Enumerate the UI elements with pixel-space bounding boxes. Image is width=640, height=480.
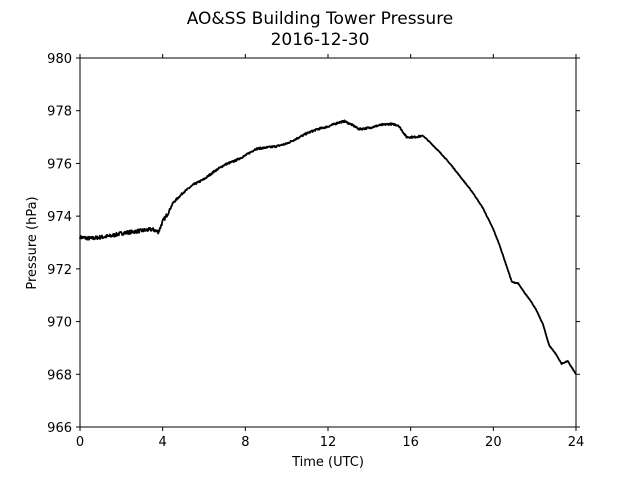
x-tick-label: 4 — [159, 435, 167, 450]
x-tick-label: 0 — [76, 435, 84, 450]
y-tick-label: 966 — [47, 421, 72, 436]
plot-frame — [79, 57, 577, 428]
plot-area: 0 4 8 12 16 20 24 966 968 970 972 974 976 978 980 — [47, 52, 584, 450]
x-tick-label: 20 — [485, 435, 502, 450]
y-axis-label: Pressure (hPa) — [25, 196, 40, 289]
chart-subtitle: 2016-12-30 — [271, 30, 370, 50]
y-tick-label: 976 — [47, 157, 72, 172]
y-tick-label: 980 — [47, 52, 72, 67]
pressure-series-line — [79, 119, 577, 375]
x-axis-label: Time (UTC) — [291, 455, 364, 470]
chart-title: AO&SS Building Tower Pressure — [187, 9, 454, 29]
x-tick-label: 16 — [402, 435, 419, 450]
x-tick-label: 8 — [241, 435, 249, 450]
x-tick-label: 24 — [568, 435, 585, 450]
y-tick-label: 970 — [47, 316, 72, 331]
x-tick-label: 12 — [320, 435, 337, 450]
y-tick-label: 974 — [47, 210, 72, 225]
y-tick-label: 972 — [47, 263, 72, 278]
y-tick-label: 968 — [47, 368, 72, 383]
y-tick-label: 978 — [47, 105, 72, 120]
